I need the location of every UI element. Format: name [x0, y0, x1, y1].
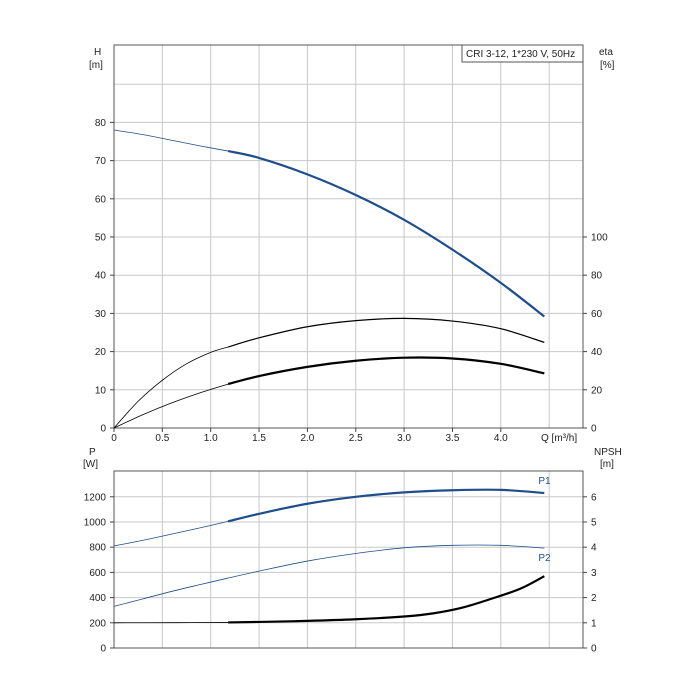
- series-H-thick: [227, 149, 545, 318]
- bottom-left-y-ticks: 0 200 400 600 800 1000 1200: [84, 492, 114, 655]
- top-series: [113, 129, 545, 429]
- top-right-tick-label: 60: [591, 309, 603, 320]
- series-eta-upper-thick: [227, 317, 545, 348]
- bottom-right-tick-label: 2: [591, 593, 597, 604]
- top-left-tick-label: 80: [95, 118, 107, 129]
- top-right-tick-label: 0: [591, 424, 597, 435]
- top-left-tick-label: 0: [100, 424, 106, 435]
- x-tick-label: 4.0: [494, 433, 508, 444]
- bottom-left-tick-label: 400: [89, 593, 106, 604]
- series-label-P2: P2: [538, 553, 551, 564]
- series-P2-thin: [113, 577, 229, 607]
- top-left-tick-label: 60: [95, 194, 107, 205]
- top-left-y-ticks: 0 10 20 30 40 50 60 70 80: [95, 118, 114, 435]
- bottom-left-axis-unit: [W]: [83, 459, 98, 470]
- top-left-tick-label: 70: [95, 156, 107, 167]
- bottom-series: P1 P2: [113, 476, 551, 624]
- top-right-tick-label: 40: [591, 347, 603, 358]
- top-right-y-ticks: 0 20 40 60 80 100: [583, 233, 608, 435]
- bottom-right-axis-name: NPSH: [594, 447, 622, 458]
- series-P1-thick: [227, 488, 545, 523]
- top-right-axis-unit: [%]: [600, 60, 615, 71]
- top-right-tick-label: 20: [591, 385, 603, 396]
- x-tick-label: 2.5: [349, 433, 363, 444]
- x-tick-label: 3.0: [397, 433, 411, 444]
- top-left-tick-label: 10: [95, 385, 107, 396]
- series-eta-thin: [113, 383, 229, 429]
- bottom-right-tick-label: 4: [591, 543, 597, 554]
- x-tick-label: 2.0: [300, 433, 314, 444]
- top-left-axis-name: H: [94, 47, 101, 58]
- series-P2-tail: [228, 544, 545, 579]
- title-box: [461, 44, 584, 63]
- top-panel: 0 0.5 1.0 1.5 2.0 2.5 3.0 3.5 4.0 0 10 20 30 40 50 60 7…: [89, 44, 615, 444]
- series-eta-upper-thin: [113, 346, 229, 429]
- series-P1-thin: [113, 520, 229, 547]
- top-x-ticks: 0 0.5 1.0 1.5 2.0 2.5 3.0 3.5 4.0: [111, 428, 508, 444]
- bottom-right-tick-label: 6: [591, 492, 597, 503]
- bottom-right-y-ticks: 0 1 2 3 4 5 6: [583, 492, 597, 655]
- bottom-left-tick-label: 800: [89, 543, 106, 554]
- x-tick-label: 1.0: [204, 433, 218, 444]
- bottom-panel: P1 P2 0 200 400 600 800 1000 1200 0 1 2 3 4 5 6 P [W]…: [83, 447, 622, 655]
- top-left-axis-unit: [m]: [89, 60, 103, 71]
- bottom-right-tick-label: 1: [591, 618, 597, 629]
- top-left-tick-label: 30: [95, 309, 107, 320]
- bottom-right-tick-label: 0: [591, 644, 597, 655]
- bottom-left-tick-label: 600: [89, 568, 106, 579]
- bottom-right-tick-label: 3: [591, 568, 597, 579]
- top-right-tick-label: 80: [591, 271, 603, 282]
- top-left-tick-label: 50: [95, 233, 107, 244]
- top-right-tick-label: 100: [591, 233, 608, 244]
- bottom-plot-frame: [113, 470, 584, 649]
- bottom-left-tick-label: 0: [100, 644, 106, 655]
- series-NPSH-thick: [228, 575, 545, 624]
- chart-title: CRI 3-12, 1*230 V, 50Hz: [466, 49, 575, 60]
- x-axis-label: Q [m³/h]: [541, 433, 577, 444]
- x-tick-label: 0.5: [155, 433, 169, 444]
- series-label-P1: P1: [538, 476, 551, 487]
- top-left-tick-label: 20: [95, 347, 107, 358]
- top-grid: [114, 45, 583, 428]
- series-eta-thick: [227, 356, 545, 386]
- bottom-left-tick-label: 1000: [84, 518, 107, 529]
- bottom-left-tick-label: 1200: [84, 492, 107, 503]
- bottom-left-tick-label: 200: [89, 618, 106, 629]
- top-left-tick-label: 40: [95, 271, 107, 282]
- bottom-right-axis-unit: [m]: [600, 459, 614, 470]
- x-tick-label: 1.5: [252, 433, 266, 444]
- x-tick-label: 0: [111, 433, 117, 444]
- bottom-left-axis-name: P: [89, 447, 96, 458]
- series-H-thin: [113, 129, 229, 152]
- bottom-right-tick-label: 5: [591, 518, 597, 529]
- x-tick-label: 3.5: [446, 433, 460, 444]
- top-right-axis-name: eta: [599, 47, 613, 58]
